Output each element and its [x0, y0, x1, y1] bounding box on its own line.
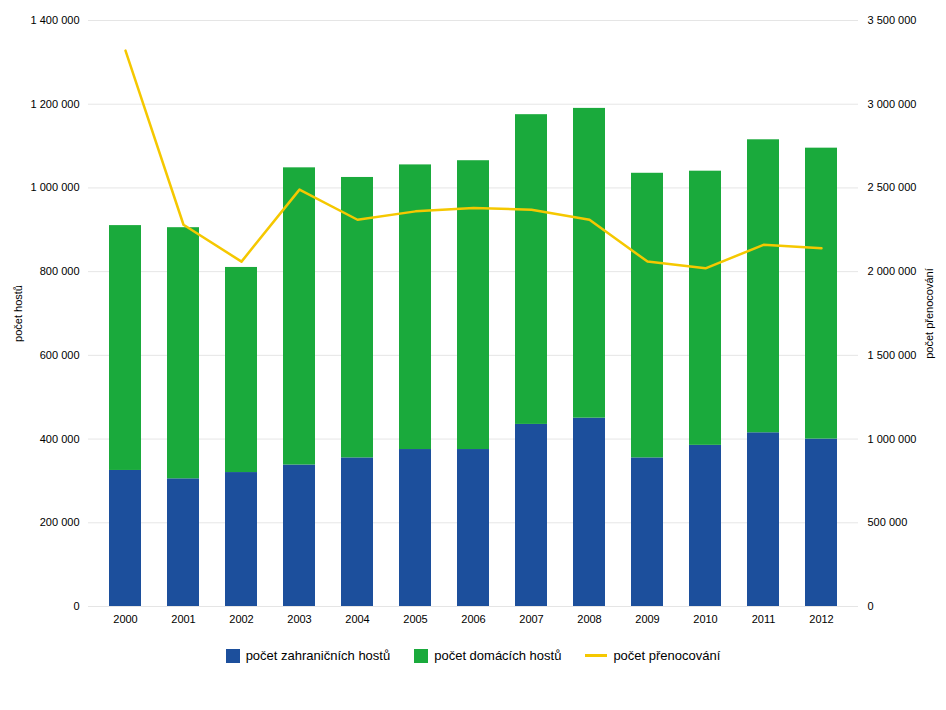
svg-text:600 000: 600 000 [40, 349, 80, 361]
html-text:počet zahraničních hostů: počet zahraničních hostů [245, 648, 391, 663]
svg-text:2001: 2001 [171, 613, 195, 625]
svg-text:2006: 2006 [461, 613, 485, 625]
svg-text:2009: 2009 [635, 613, 659, 625]
svg-text:1 000 000: 1 000 000 [31, 181, 80, 193]
svg-text:2010: 2010 [693, 613, 717, 625]
svg-text:2 000 000: 2 000 000 [868, 265, 917, 277]
svg-text:500 000: 500 000 [868, 516, 908, 528]
svg-text:2007: 2007 [519, 613, 543, 625]
svg-text:2004: 2004 [345, 613, 369, 625]
svg-text:2011: 2011 [752, 613, 776, 625]
svg-text:3 000 000: 3 000 000 [868, 98, 917, 110]
svg-text:1 500 000: 1 500 000 [868, 349, 917, 361]
svg-text:počet hostů: počet hostů [12, 285, 24, 342]
svg-text:2 500 000: 2 500 000 [868, 181, 917, 193]
svg-text:1 200 000: 1 200 000 [31, 98, 80, 110]
svg-text:2000: 2000 [113, 613, 137, 625]
svg-text:400 000: 400 000 [40, 433, 80, 445]
svg-text:0: 0 [73, 600, 79, 612]
svg-text:1 400 000: 1 400 000 [31, 14, 80, 26]
svg-text:0: 0 [868, 600, 874, 612]
svg-text:počet přenocování: počet přenocování [923, 268, 935, 359]
svg-text:2012: 2012 [809, 613, 833, 625]
svg-text:800 000: 800 000 [40, 265, 80, 277]
svg-text:3 500 000: 3 500 000 [868, 14, 917, 26]
svg-text:200 000: 200 000 [40, 516, 80, 528]
svg-text:2008: 2008 [577, 613, 601, 625]
svg-text:2003: 2003 [287, 613, 311, 625]
html-text:počet přenocování: počet přenocování [613, 648, 721, 663]
svg-text:1 000 000: 1 000 000 [868, 433, 917, 445]
svg-text:2005: 2005 [403, 613, 427, 625]
html-text:počet domácích hostů: počet domácích hostů [434, 648, 562, 663]
svg-text:2002: 2002 [229, 613, 253, 625]
